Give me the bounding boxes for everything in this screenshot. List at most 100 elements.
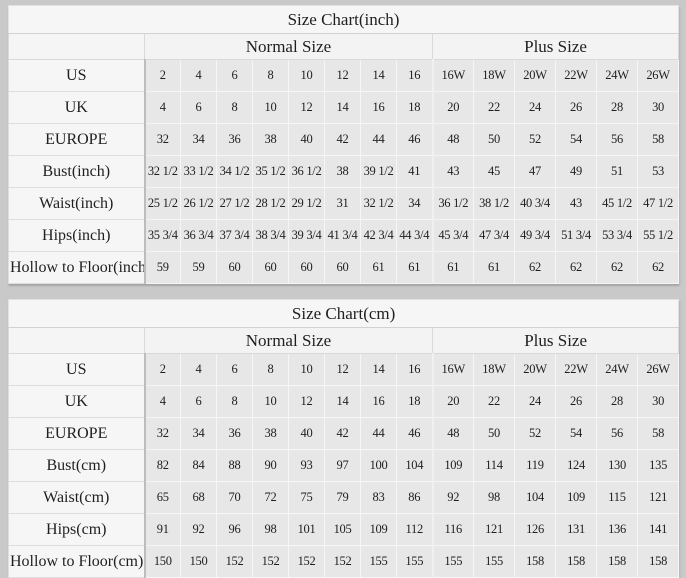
size-value-cell: 45 1/2 (596, 187, 638, 220)
size-value-cell: 98 (473, 481, 515, 514)
size-value-cell: 54 (555, 123, 597, 156)
size-value-cell: 34 (180, 123, 217, 156)
size-value-cell: 20 (431, 91, 474, 124)
size-value-cell: 158 (636, 545, 680, 578)
size-value-cell: 34 (180, 417, 217, 450)
size-value-cell: 49 3/4 (514, 219, 556, 252)
size-value-cell: 86 (396, 481, 433, 514)
size-value-cell: 42 (324, 417, 361, 450)
size-value-cell: 121 (636, 481, 680, 514)
row-label: EUROPE (8, 417, 146, 450)
size-value-cell: 52 (514, 123, 556, 156)
size-value-cell: 92 (431, 481, 474, 514)
size-value-cell: 4 (180, 59, 217, 92)
plus-size-header: Plus Size (431, 33, 680, 60)
size-value-cell: 49 (555, 155, 597, 188)
size-value-cell: 61 (360, 251, 397, 284)
size-value-cell: 16 (396, 353, 433, 386)
size-value-cell: 30 (636, 91, 680, 124)
size-value-cell: 16W (431, 59, 474, 92)
size-value-cell: 97 (324, 449, 361, 482)
size-value-cell: 12 (324, 353, 361, 386)
table-title: Size Chart(cm) (7, 299, 680, 328)
table-row: UK 4 6 8 10 12 14 16 18 20 22 24 26 28 30 (8, 91, 680, 124)
size-value-cell: 53 (636, 155, 680, 188)
section-header-row: Normal Size Plus Size (8, 327, 680, 354)
size-value-cell: 25 1/2 (144, 187, 181, 220)
size-value-cell: 22W (555, 353, 597, 386)
size-value-cell: 56 (596, 417, 638, 450)
size-value-cell: 75 (288, 481, 325, 514)
size-value-cell: 42 (324, 123, 361, 156)
row-label: US (8, 59, 146, 92)
size-value-cell: 60 (324, 251, 361, 284)
row-label: UK (8, 91, 146, 124)
size-value-cell: 6 (180, 385, 217, 418)
size-value-cell: 24 (514, 385, 556, 418)
plus-size-header: Plus Size (431, 327, 680, 354)
size-value-cell: 14 (360, 353, 397, 386)
size-value-cell: 38 3/4 (252, 219, 289, 252)
size-value-cell: 18 (396, 91, 433, 124)
size-value-cell: 28 (596, 385, 638, 418)
size-value-cell: 36 3/4 (180, 219, 217, 252)
size-value-cell: 155 (396, 545, 433, 578)
size-value-cell: 155 (431, 545, 474, 578)
size-value-cell: 50 (473, 123, 515, 156)
size-value-cell: 70 (216, 481, 253, 514)
size-value-cell: 16W (431, 353, 474, 386)
size-value-cell: 10 (252, 385, 289, 418)
size-value-cell: 90 (252, 449, 289, 482)
table-title: Size Chart(inch) (7, 5, 680, 34)
size-value-cell: 20W (514, 59, 556, 92)
size-value-cell: 26 1/2 (180, 187, 217, 220)
size-value-cell: 158 (596, 545, 638, 578)
table-row: Bust(inch) 32 1/2 33 1/2 34 1/2 35 1/2 36 1/2… (8, 155, 680, 188)
size-value-cell: 10 (288, 353, 325, 386)
size-value-cell: 10 (252, 91, 289, 124)
size-value-cell: 46 (396, 417, 433, 450)
size-value-cell: 32 1/2 (360, 187, 397, 220)
size-value-cell: 61 (431, 251, 474, 284)
size-value-cell: 43 (431, 155, 474, 188)
row-label: Bust(cm) (8, 449, 146, 482)
size-value-cell: 24W (596, 59, 638, 92)
size-chart-inch-table: Size Chart(inch) Normal Size Plus Size U… (7, 5, 680, 284)
table-row: Hips(inch) 35 3/4 36 3/4 37 3/4 38 3/4 39 3/4… (8, 219, 680, 252)
size-value-cell: 48 (431, 417, 474, 450)
size-value-cell: 4 (144, 91, 181, 124)
size-value-cell: 38 (252, 123, 289, 156)
size-value-cell: 51 3/4 (555, 219, 597, 252)
row-label: Hollow to Floor(cm) (8, 545, 146, 578)
size-value-cell: 38 (252, 417, 289, 450)
size-value-cell: 24W (596, 353, 638, 386)
size-value-cell: 84 (180, 449, 217, 482)
size-value-cell: 35 3/4 (144, 219, 181, 252)
size-value-cell: 62 (596, 251, 638, 284)
size-value-cell: 152 (216, 545, 253, 578)
size-value-cell: 39 1/2 (360, 155, 397, 188)
size-value-cell: 46 (396, 123, 433, 156)
size-value-cell: 34 1/2 (216, 155, 253, 188)
size-value-cell: 14 (360, 59, 397, 92)
size-value-cell: 6 (216, 353, 253, 386)
size-value-cell: 14 (324, 385, 361, 418)
size-value-cell: 40 (288, 123, 325, 156)
size-value-cell: 38 (324, 155, 361, 188)
size-value-cell: 109 (555, 481, 597, 514)
size-value-cell: 60 (216, 251, 253, 284)
size-value-cell: 62 (555, 251, 597, 284)
size-value-cell: 152 (324, 545, 361, 578)
size-value-cell: 150 (144, 545, 181, 578)
size-value-cell: 20W (514, 353, 556, 386)
row-label: UK (8, 385, 146, 418)
size-value-cell: 79 (324, 481, 361, 514)
size-value-cell: 88 (216, 449, 253, 482)
size-value-cell: 29 1/2 (288, 187, 325, 220)
size-value-cell: 45 (473, 155, 515, 188)
size-value-cell: 155 (360, 545, 397, 578)
size-value-cell: 28 1/2 (252, 187, 289, 220)
row-label: Bust(inch) (8, 155, 146, 188)
size-value-cell: 32 1/2 (144, 155, 181, 188)
